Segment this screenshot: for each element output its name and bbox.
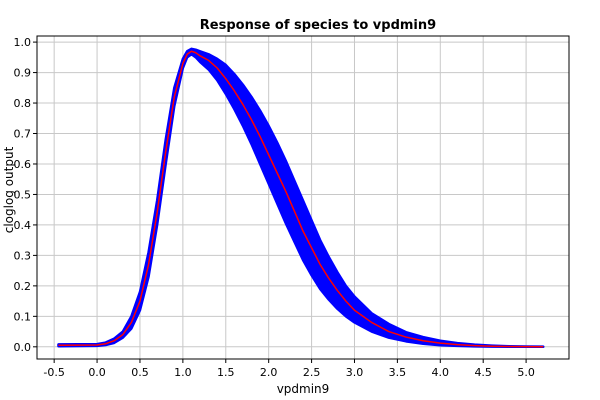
x-tick-label: 0.5 [131, 366, 149, 379]
x-tick-label: 3.5 [389, 366, 407, 379]
y-tick-label: 0.5 [14, 188, 32, 201]
plot-frame [36, 35, 570, 360]
x-tick-label: 0.0 [88, 366, 106, 379]
y-tick-label: 0.8 [14, 97, 32, 110]
y-tick-label: 0.4 [14, 219, 32, 232]
x-tick-label: 5.0 [517, 366, 535, 379]
y-axis-title: cloglog output [2, 146, 16, 233]
chart-title: Response of species to vpdmin9 [200, 18, 436, 33]
x-ticks: -0.5 0.0 0.5 1.0 1.5 2.0 2.5 3.0 3.5 4.0 4.5 5.0 [43, 359, 535, 379]
response-line [58, 50, 544, 348]
grid [37, 36, 569, 359]
response-line-group [58, 50, 544, 348]
y-tick-label: 0.1 [14, 310, 32, 323]
y-tick-label: 0.7 [14, 128, 32, 141]
x-tick-label: 2.5 [303, 366, 321, 379]
y-tick-label: 0.6 [14, 158, 32, 171]
x-axis-title: vpdmin9 [277, 382, 330, 396]
y-tick-label: 0.2 [14, 280, 32, 293]
y-tick-label: 0.3 [14, 249, 32, 262]
band-area [57, 47, 545, 349]
x-tick-label: 4.0 [432, 366, 450, 379]
x-tick-label: 1.5 [217, 366, 235, 379]
y-tick-label: 0.9 [14, 67, 32, 80]
x-tick-label: 4.5 [474, 366, 492, 379]
y-tick-label: 0.0 [14, 341, 32, 354]
confidence-band [57, 47, 545, 349]
y-ticks: 0.0 0.1 0.2 0.3 0.4 0.5 0.6 0.7 0.8 0.9 1.0 [14, 36, 37, 354]
x-tick-label: 1.0 [174, 366, 192, 379]
x-tick-label: 3.0 [346, 366, 364, 379]
y-tick-label: 1.0 [14, 36, 32, 49]
x-tick-label: -0.5 [43, 366, 64, 379]
x-tick-label: 2.0 [260, 366, 278, 379]
